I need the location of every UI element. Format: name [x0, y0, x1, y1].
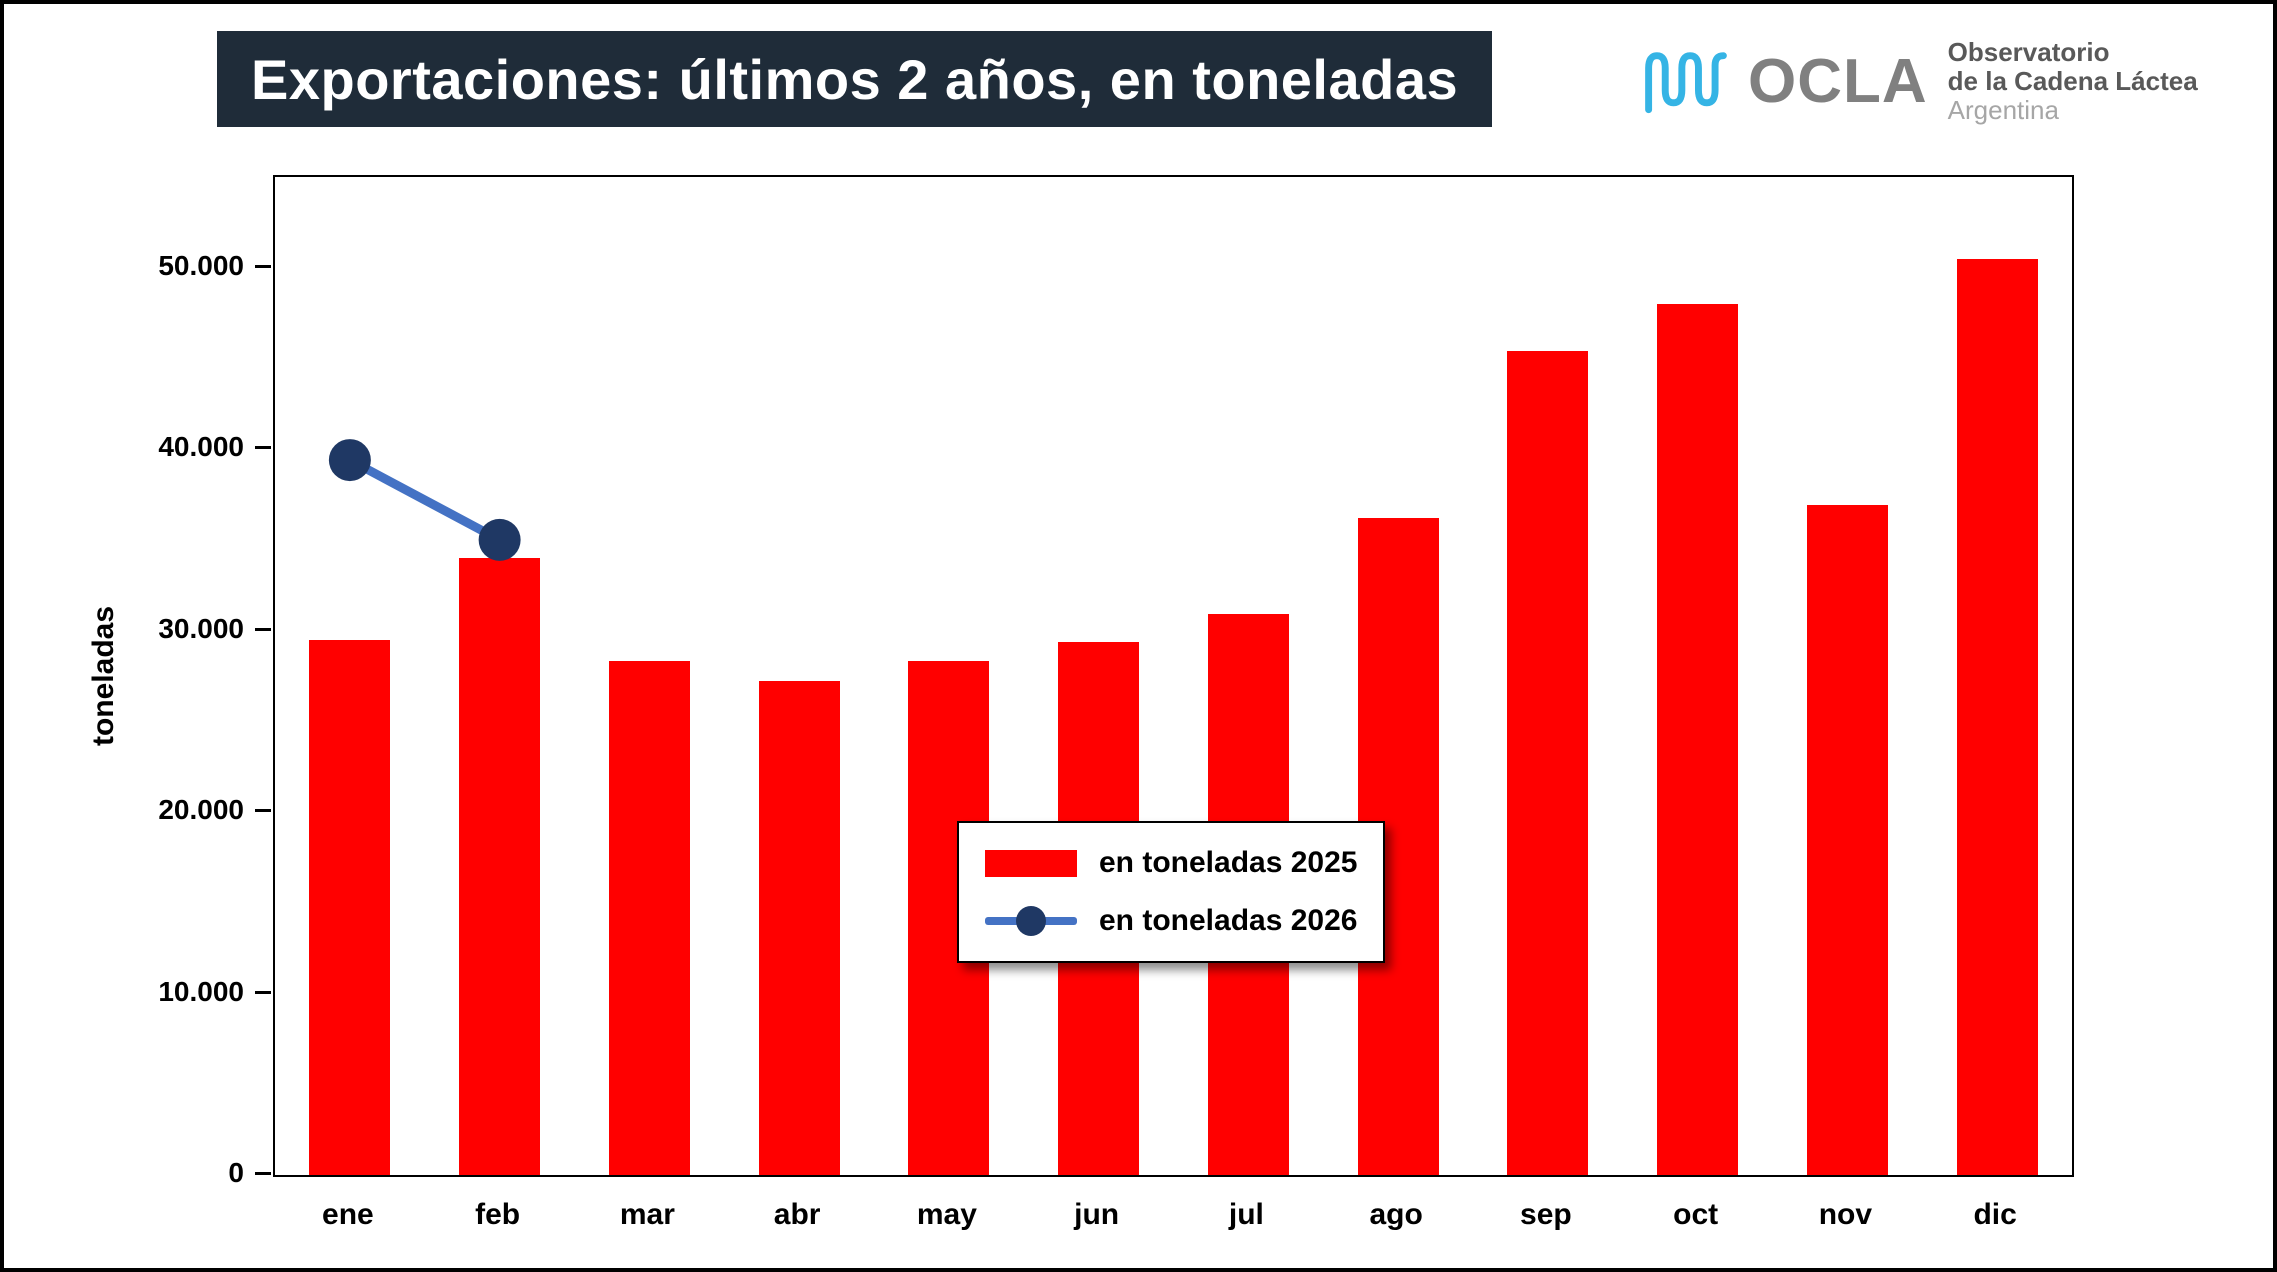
x-tick-label-sep: sep	[1520, 1198, 1572, 1231]
legend-item-2026: en toneladas 2026	[985, 904, 1383, 938]
legend-label-2025: en toneladas 2025	[1099, 846, 1358, 880]
y-tick-mark	[255, 990, 271, 994]
bar-dic	[1956, 258, 2038, 1175]
x-tick-label-nov: nov	[1818, 1198, 1873, 1231]
ocla-logo: OCLA Observatorio de la Cadena Láctea Ar…	[1638, 37, 2198, 126]
x-axis-labels: ene feb mar abr may jun jul ago sep oct nov dic	[273, 1198, 2074, 1248]
logo-line-1: Observatorio	[1947, 37, 2110, 67]
y-tick-label: 50.000	[158, 249, 244, 281]
y-tick-mark	[255, 446, 271, 450]
y-tick-label: 20.000	[158, 794, 244, 826]
y-tick-label: 10.000	[158, 975, 244, 1007]
ocla-logo-name: OCLA	[1748, 47, 1928, 117]
x-tick-label-jul: jul	[1228, 1198, 1264, 1231]
legend-item-2025: en toneladas 2025	[985, 846, 1383, 880]
x-tick-label-ene: ene	[322, 1198, 374, 1231]
y-tick-label: 0	[228, 1157, 244, 1188]
y-tick-mark	[255, 1172, 271, 1175]
bar-sep	[1507, 351, 1589, 1175]
y-tick-label: 40.000	[158, 431, 244, 463]
logo-line-2: de la Cadena Láctea	[1947, 66, 2198, 97]
bar-mar	[608, 661, 690, 1175]
y-tick-label: 30.000	[158, 612, 244, 644]
bar-feb	[459, 558, 541, 1175]
legend-label-2026: en toneladas 2026	[1099, 903, 1358, 937]
ocla-wave-icon	[1645, 51, 1727, 113]
line-segment	[347, 456, 502, 544]
x-tick-label-ago: ago	[1369, 1198, 1423, 1231]
y-tick-mark	[255, 809, 271, 813]
x-tick-label-dic: dic	[1973, 1198, 2017, 1231]
logo-line-3: Argentina	[1947, 95, 2059, 126]
plot-area: en toneladas 2025 en toneladas 2026	[273, 175, 2074, 1177]
y-tick-mark	[255, 627, 271, 631]
line-marker	[328, 439, 371, 482]
legend-bar-swatch	[985, 849, 1077, 877]
bar-abr	[758, 681, 840, 1175]
x-tick-label-jun: jun	[1074, 1198, 1120, 1231]
legend-line-marker	[1016, 905, 1046, 936]
chart-title: Exportaciones: últimos 2 años, en tonela…	[217, 31, 1493, 127]
chart-title-text: Exportaciones: últimos 2 años, en tonela…	[251, 47, 1459, 111]
x-tick-label-oct: oct	[1673, 1198, 1719, 1231]
bar-ene	[309, 639, 391, 1175]
y-axis-tick-marks	[255, 175, 271, 1175]
y-axis-labels: 0 10.000 20.000 30.000 40.000 50.000	[64, 175, 244, 1188]
y-tick-mark	[255, 264, 271, 268]
x-tick-label-mar: mar	[619, 1198, 675, 1231]
x-tick-label-may: may	[916, 1198, 977, 1231]
legend-line-sample	[985, 905, 1077, 936]
line-series-overlay	[328, 439, 521, 561]
line-marker	[478, 518, 521, 561]
legend: en toneladas 2025 en toneladas 2026	[957, 821, 1385, 963]
x-tick-label-feb: feb	[475, 1198, 521, 1231]
x-tick-label-abr: abr	[773, 1198, 821, 1231]
ocla-logo-subtitle: Observatorio de la Cadena Láctea Argenti…	[1947, 37, 2198, 126]
bar-nov	[1806, 505, 1888, 1175]
bar-oct	[1657, 304, 1739, 1175]
